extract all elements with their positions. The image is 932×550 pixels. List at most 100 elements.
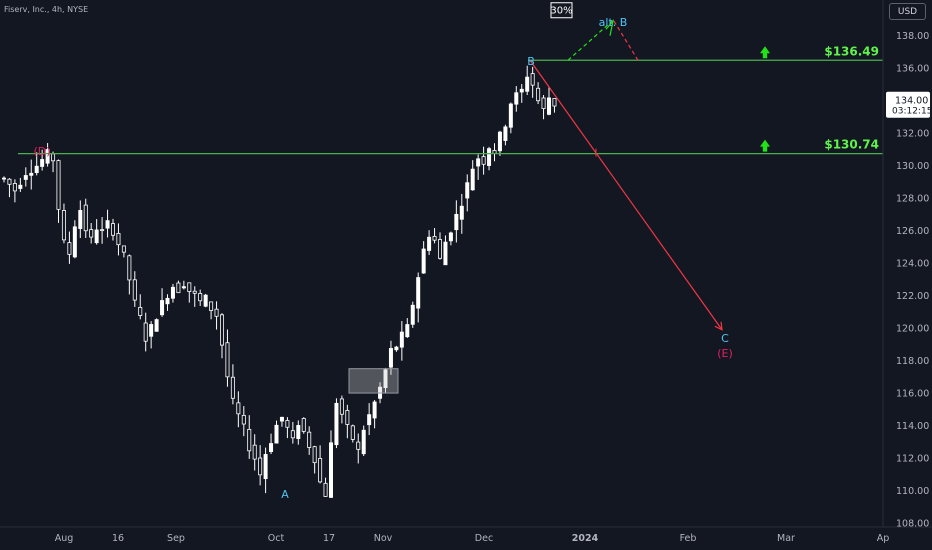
- candle-body: [279, 416, 284, 422]
- last-price-box: [886, 91, 930, 118]
- candle-body: [530, 73, 535, 86]
- candle-body: [72, 226, 77, 258]
- y-tick-label: 110.00: [896, 486, 929, 497]
- projection-line: [529, 59, 723, 331]
- y-tick-label: 126.00: [896, 226, 929, 237]
- candle-body: [536, 87, 541, 102]
- candle-body: [121, 245, 126, 253]
- candle-body: [301, 418, 306, 432]
- gap-box: [348, 368, 399, 394]
- projection-arrowhead: [714, 321, 723, 331]
- y-tick-label: 116.00: [896, 389, 929, 400]
- candle-body: [111, 223, 116, 236]
- candle-body: [236, 402, 241, 415]
- candle-body: [465, 182, 470, 199]
- candle-body: [552, 98, 557, 107]
- candle-body: [541, 97, 546, 109]
- candle-body: [203, 294, 208, 307]
- candle-body: [34, 165, 39, 174]
- candle-body: [367, 414, 372, 426]
- candle-body: [437, 239, 442, 259]
- x-tick-label: 16: [112, 533, 124, 544]
- y-tick-label: 122.00: [896, 291, 929, 302]
- candle-body: [372, 401, 377, 419]
- y-tick-label: 120.00: [896, 324, 929, 335]
- candle-body: [285, 420, 290, 428]
- candle-body: [51, 153, 56, 162]
- candle-body: [274, 424, 279, 444]
- candle-body: [132, 279, 137, 301]
- candle-body: [394, 346, 399, 351]
- candle-body: [339, 398, 344, 415]
- y-tick-label: 108.00: [896, 519, 929, 530]
- last-price-countdown: 03:12:15: [892, 107, 932, 117]
- x-tick-label: 2024: [572, 533, 599, 544]
- wave-label: (E): [717, 347, 733, 360]
- candle-body: [160, 300, 165, 316]
- candle-body: [356, 441, 361, 450]
- candle-body: [230, 376, 235, 399]
- y-tick-label: 138.00: [896, 31, 929, 42]
- candle-body: [269, 443, 274, 453]
- candle-body: [497, 131, 502, 152]
- candle-body: [247, 428, 252, 452]
- candle-body: [519, 88, 524, 93]
- candle-body: [61, 210, 66, 241]
- candle-body: [219, 314, 224, 346]
- candle-body: [29, 172, 34, 176]
- candle-body: [187, 282, 192, 292]
- candle-body: [214, 308, 219, 317]
- alt-b-arrowhead: [605, 18, 615, 36]
- candle-body: [170, 286, 175, 299]
- level-label-lower: $130.74: [824, 138, 879, 152]
- candle-body: [416, 277, 421, 309]
- candle-body: [470, 168, 475, 191]
- wave-label: C: [721, 332, 729, 345]
- candle-body: [361, 429, 366, 455]
- candle-body: [116, 233, 121, 246]
- candle-body: [100, 229, 105, 232]
- y-tick-label: 130.00: [896, 161, 929, 172]
- candle-body: [192, 290, 197, 294]
- x-tick-label: 17: [323, 533, 335, 544]
- candle-body: [399, 331, 404, 348]
- candle-body: [45, 149, 50, 164]
- candle-body: [345, 410, 350, 425]
- wave-label: alt. B: [599, 16, 628, 29]
- y-tick-label: 124.00: [896, 259, 929, 270]
- candle-body: [143, 322, 148, 342]
- currency-button[interactable]: USD: [889, 3, 926, 20]
- candle-body: [40, 159, 45, 167]
- wave-label: (D): [33, 145, 50, 158]
- candle-body: [476, 158, 481, 167]
- candle-body: [149, 324, 154, 337]
- candle-body: [350, 425, 355, 440]
- candle-body: [56, 160, 61, 210]
- candle-body: [78, 209, 83, 229]
- candle-body: [241, 414, 246, 425]
- candles-group: [2, 65, 557, 498]
- candle-body: [383, 369, 388, 389]
- wave-label: A: [281, 488, 289, 501]
- candle-body: [492, 150, 497, 154]
- candle-body: [89, 229, 94, 238]
- x-tick-label: Aug: [55, 533, 74, 544]
- candle-body: [312, 446, 317, 464]
- x-axis: Aug 16 Sep Oct 17 Nov Dec 2024 Feb Mar Ap: [55, 533, 890, 544]
- candle-body: [209, 301, 214, 311]
- alt-b-dashed-up: [567, 20, 613, 61]
- candle-body: [547, 97, 552, 115]
- candle-body: [514, 92, 519, 105]
- candle-body: [503, 126, 508, 141]
- probability-badge: [550, 2, 573, 19]
- candle-body: [165, 297, 170, 305]
- up-arrow-icon: [760, 139, 770, 152]
- candle-body: [263, 454, 268, 480]
- candle-body: [481, 156, 486, 165]
- candle-body: [328, 442, 333, 498]
- candle-body: [23, 175, 28, 180]
- candle-body: [198, 293, 203, 302]
- candle-body: [94, 229, 99, 244]
